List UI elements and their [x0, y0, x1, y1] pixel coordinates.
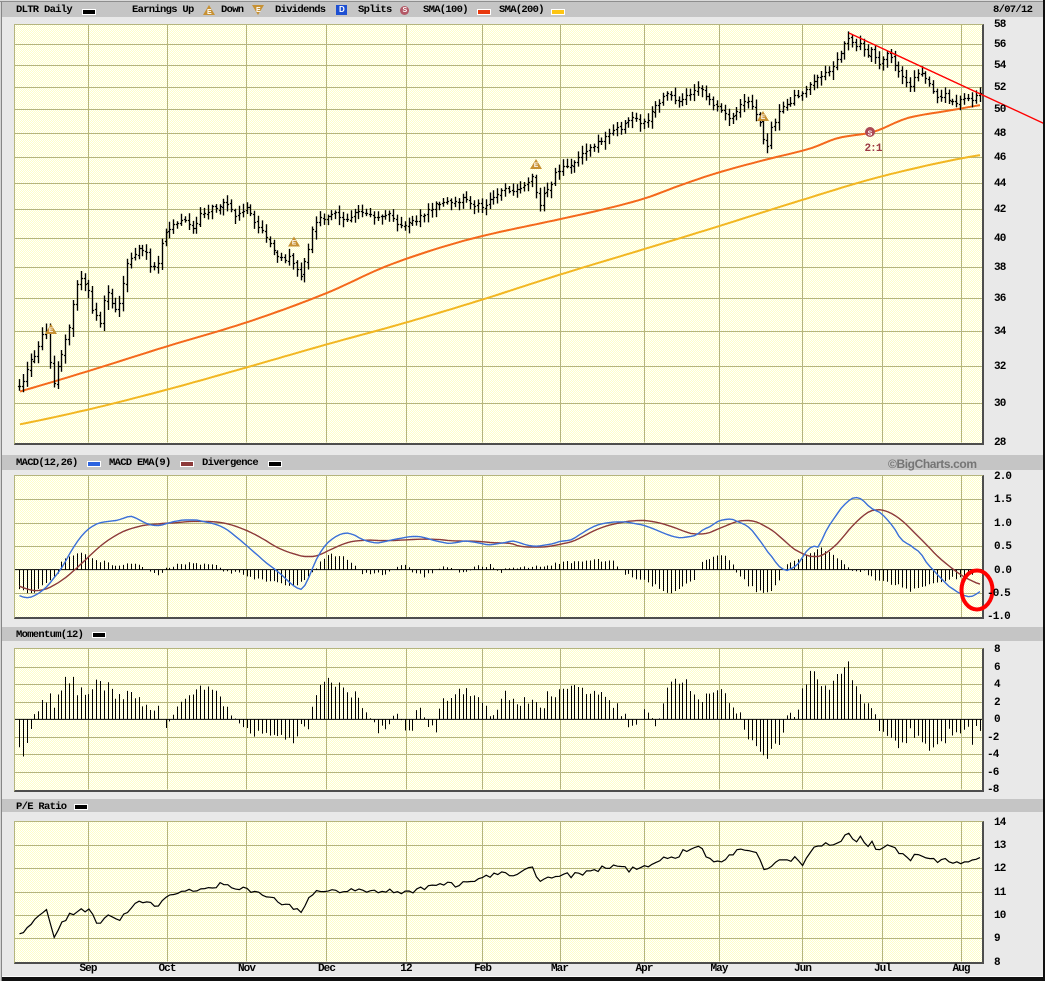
svg-text:S: S [868, 131, 873, 138]
svg-text:E: E [207, 9, 212, 16]
svg-text:2:1: 2:1 [864, 143, 882, 155]
svg-text:E: E [761, 114, 766, 121]
svg-text:E: E [534, 162, 539, 169]
svg-text:E: E [49, 327, 54, 334]
svg-text:E: E [256, 7, 261, 14]
svg-text:E: E [292, 240, 297, 247]
